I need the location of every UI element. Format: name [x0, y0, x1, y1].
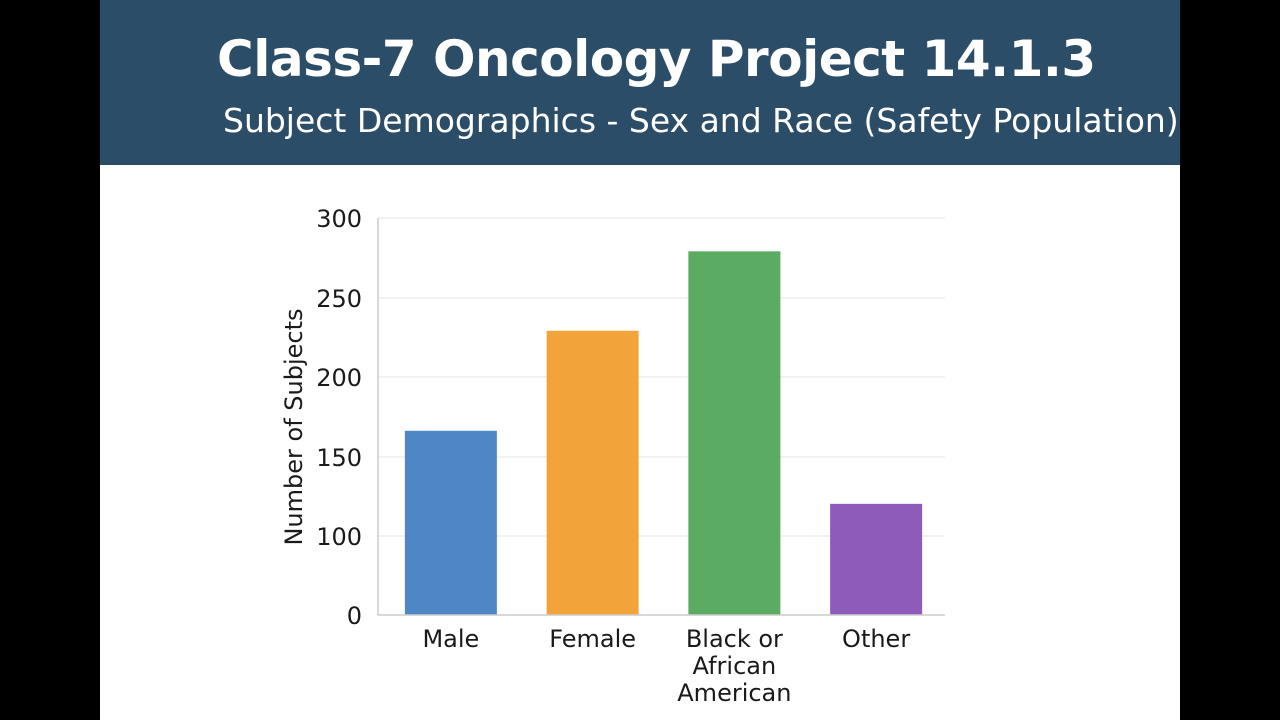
- x-tick-label: Male: [422, 625, 479, 653]
- y-axis-label: Number of Subjects: [280, 308, 308, 545]
- y-tick-label: 150: [316, 444, 362, 472]
- slide: Class-7 Oncology Project 14.1.3 Subject …: [100, 0, 1180, 720]
- y-tick-label: 200: [316, 364, 362, 392]
- bars: [404, 251, 923, 615]
- x-tick-labels: Male Female Black or African American Other: [422, 625, 910, 707]
- x-tick-label: Other: [842, 625, 910, 653]
- y-tick-label: 100: [316, 523, 362, 551]
- y-tick-label: 300: [316, 205, 362, 233]
- y-tick-label: 250: [316, 285, 362, 313]
- bar-1: [546, 330, 639, 615]
- bar-2: [688, 251, 781, 615]
- title-banner: Class-7 Oncology Project 14.1.3 Subject …: [100, 0, 1180, 165]
- x-tick-label: Female: [549, 625, 636, 653]
- x-tick-label: Black or African American: [677, 625, 791, 707]
- y-tick-labels: 0 100 150 200 250 300: [316, 205, 362, 630]
- page-title: Class-7 Oncology Project 14.1.3: [217, 30, 1096, 88]
- bar-chart: 0 100 150 200 250 300 Male Female Black or Afric…: [280, 205, 945, 707]
- axes: [377, 218, 945, 616]
- bar-0: [404, 430, 497, 615]
- y-tick-label: 0: [347, 602, 362, 630]
- bar-3: [830, 503, 923, 615]
- page-subtitle: Subject Demographics - Sex and Race (Saf…: [223, 101, 1179, 140]
